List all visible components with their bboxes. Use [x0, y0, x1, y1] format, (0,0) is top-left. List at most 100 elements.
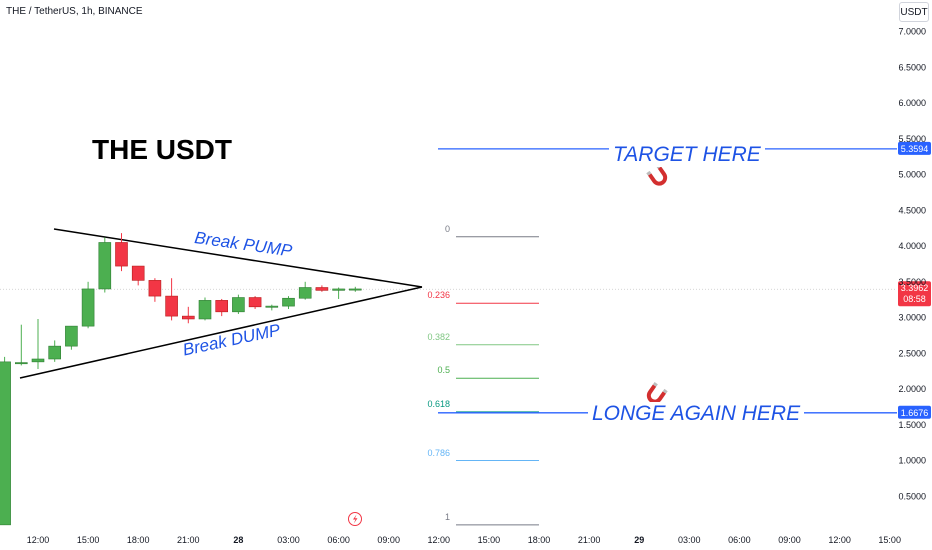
- candle-body: [182, 315, 195, 320]
- countdown-label: 08:58: [903, 294, 926, 304]
- candle-body: [232, 297, 245, 313]
- triangle-upper-line: [53, 228, 423, 288]
- candle-series: [0, 233, 362, 526]
- symbol-title: THE / TetherUS, 1h, BINANCE: [6, 6, 143, 17]
- time-tick-label: 15:00: [77, 535, 100, 545]
- fib-level-label: 0.5: [437, 365, 450, 376]
- candle: [282, 296, 295, 309]
- candle: [65, 325, 78, 350]
- time-tick-label: 09:00: [377, 535, 400, 545]
- candle: [15, 324, 28, 366]
- candle: [165, 278, 178, 321]
- time-tick-label: 03:00: [277, 535, 300, 545]
- candle: [315, 285, 329, 292]
- candle: [148, 278, 162, 302]
- price-tick-label: 6.5000: [898, 62, 926, 72]
- candle: [182, 306, 195, 324]
- fib-level-label: 0: [444, 223, 450, 234]
- price-tick-label: 2.5000: [898, 348, 926, 358]
- time-tick-label: 21:00: [578, 535, 601, 545]
- time-tick-label: 28: [233, 535, 243, 545]
- time-tick-label: 06:00: [327, 535, 350, 545]
- price-tick-label: 4.5000: [898, 205, 926, 215]
- candle-body: [348, 288, 362, 291]
- candle-body: [15, 362, 28, 365]
- candle-body: [98, 242, 112, 290]
- candle: [198, 297, 212, 321]
- long-price-price-label: 1.6676: [901, 408, 929, 418]
- current-price-badge: [898, 281, 931, 307]
- triangle-lower-line: [19, 286, 423, 379]
- price-tick-label: 1.5000: [898, 420, 926, 430]
- candle-body: [165, 295, 178, 317]
- triangle-pattern: [19, 228, 423, 379]
- time-tick-label: 15:00: [478, 535, 501, 545]
- magnet-icon: [646, 164, 668, 186]
- candle: [265, 304, 279, 311]
- fib-retracement: [456, 236, 539, 526]
- fib-level-label: 0.618: [427, 398, 450, 409]
- candle-body: [0, 361, 11, 526]
- candle: [98, 237, 112, 293]
- price-tick-label: 3.0000: [898, 313, 926, 323]
- fib-level-label: 0.786: [427, 447, 450, 458]
- magnet-icon: [646, 382, 668, 404]
- candle: [31, 318, 45, 370]
- time-tick-label: 21:00: [177, 535, 200, 545]
- candle-body: [248, 297, 262, 308]
- candle-body: [282, 297, 295, 307]
- candle: [248, 296, 262, 309]
- candle: [48, 340, 62, 362]
- candle: [232, 294, 245, 314]
- magnet-icons: [646, 164, 668, 404]
- candle-body: [48, 345, 62, 360]
- current-price-label: 3.3962: [901, 283, 929, 293]
- price-tick-label: 3.5000: [898, 277, 926, 287]
- time-axis: 12:00 15:00 18:00 21:00 28 03:00 06:00 09:00 12:…: [27, 535, 901, 545]
- time-tick-label: 12:00: [27, 535, 50, 545]
- time-tick-label: 18:00: [127, 535, 150, 545]
- price-tick-label: 2.0000: [898, 384, 926, 394]
- candle-body: [215, 300, 228, 313]
- candle-body: [81, 288, 95, 327]
- candle: [115, 233, 128, 272]
- time-tick-label: 29: [634, 535, 644, 545]
- candle-body: [198, 300, 212, 320]
- price-tick-label: 5.0000: [898, 170, 926, 180]
- price-tick-label: 5.5000: [898, 134, 926, 144]
- candle: [348, 286, 362, 292]
- time-tick-label: 12:00: [428, 535, 451, 545]
- candle: [131, 265, 145, 286]
- price-tick-label: 1.0000: [898, 456, 926, 466]
- fib-level-label: 1: [444, 511, 450, 522]
- target-price-badge: [898, 141, 931, 155]
- candle: [332, 287, 345, 299]
- fib-level-label: 0.236: [427, 290, 450, 301]
- candle-body: [298, 287, 312, 299]
- candle-body: [315, 287, 329, 291]
- candle-body: [265, 305, 279, 308]
- time-tick-label: 15:00: [878, 535, 901, 545]
- candle-body: [332, 288, 345, 291]
- candle: [215, 298, 228, 317]
- target-label: TARGET HERE: [609, 143, 765, 167]
- time-tick-label: 03:00: [678, 535, 701, 545]
- candle-body: [31, 358, 45, 363]
- candle-body: [131, 265, 145, 281]
- long-again-label: LONGE AGAIN HERE: [588, 402, 805, 426]
- currency-selector[interactable]: USDT: [899, 2, 929, 22]
- price-axis: 7.0000 6.5000 6.0000 5.5000 5.0000 4.5000 4.00…: [898, 27, 926, 502]
- long-price-badge: [898, 405, 931, 419]
- target-price-price-label: 5.3594: [901, 144, 929, 154]
- price-tick-label: 4.0000: [898, 241, 926, 251]
- chart-annotation-title: THE USDT: [92, 134, 232, 165]
- time-tick-label: 06:00: [728, 535, 751, 545]
- fib-level-label: 0.382: [427, 331, 450, 342]
- candle-body: [65, 325, 78, 347]
- price-tick-label: 6.0000: [898, 98, 926, 108]
- time-tick-label: 09:00: [778, 535, 801, 545]
- time-tick-label: 12:00: [828, 535, 851, 545]
- lightning-icon[interactable]: [348, 512, 362, 526]
